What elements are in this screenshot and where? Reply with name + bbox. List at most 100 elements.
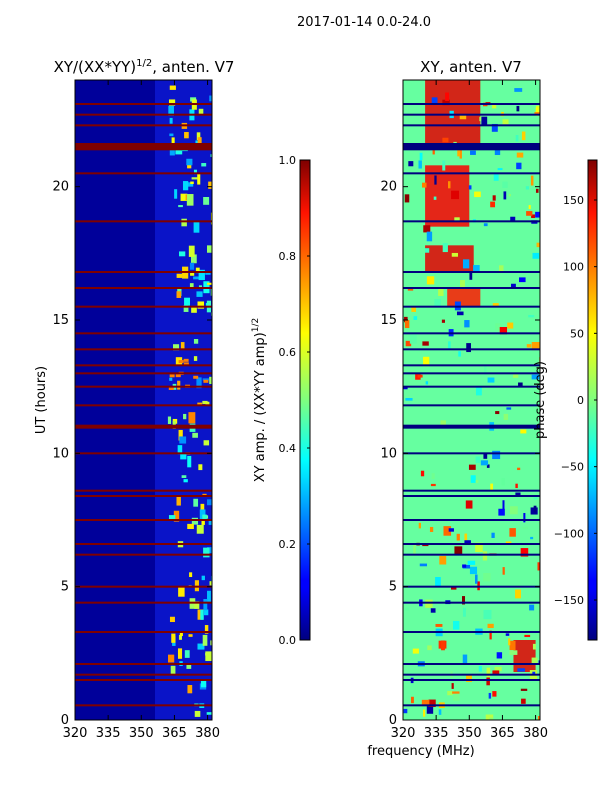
flag-band [75,103,212,105]
flag-band [75,679,212,681]
y-tick-label: 10 [52,446,69,461]
heatmap-cell [171,633,176,643]
heatmap-cell [526,344,532,348]
heatmap-cell [209,581,212,586]
heatmap-cell [179,632,183,637]
heatmap-cell [457,148,460,157]
heatmap-cell [451,586,457,590]
y-tick-label: 5 [389,580,397,595]
heatmap-cell-bright [175,374,181,378]
colorbar-tick-label: −50 [561,461,584,474]
heatmap-cell [177,648,183,659]
colorbar-tick-label: 0.0 [279,634,297,647]
heatmap-cell [501,477,505,486]
heatmap-cell [178,634,182,640]
heatmap-cell [179,436,187,444]
heatmap-cell [458,351,461,357]
heatmap-cell [520,548,529,557]
flag-band [75,220,212,223]
right-x-ticks: 320 335 350 365 380 [391,80,548,741]
flag-band [403,404,540,407]
heatmap-cell [489,717,493,720]
heatmap-cell [169,133,174,137]
flag-band [403,103,540,105]
heatmap-cell [205,401,210,405]
heatmap-cell [480,460,489,466]
heatmap-cell [532,671,536,675]
left-x-ticks: 320 335 350 365 380 [63,80,220,741]
heatmap-cell [170,665,176,676]
flag-band [75,601,212,604]
heatmap-cell [423,709,426,717]
heatmap-cell [434,299,441,307]
heatmap-cell [517,668,526,672]
heatmap-cell [502,567,505,575]
heatmap-cell [426,276,435,285]
heatmap-cell [483,453,488,459]
heatmap-cell [167,654,175,663]
heatmap-cell [537,716,540,720]
heatmap-cell [405,397,413,401]
heatmap-cell [190,271,195,276]
heatmap-cell [198,269,205,281]
left-panel-title: XY/(XX*YY)1/2, anten. V7 [54,58,235,76]
heatmap-cell [528,314,535,318]
flag-band [403,385,540,388]
heatmap-cell [419,563,428,567]
heatmap-cell [454,546,463,555]
x-tick-label: 350 [129,726,154,741]
colorbar-tick-label: 0.8 [279,250,297,263]
flag-band [403,305,540,308]
heatmap-cell [503,191,507,200]
heatmap-cell [475,479,479,483]
heatmap-cell [191,177,198,180]
heatmap-cell [186,158,193,166]
x-tick-label: 365 [162,726,187,741]
heatmap-cell [530,536,534,540]
heatmap-cell [427,645,432,651]
heatmap-cell [193,169,197,175]
colorbar-tick-label: 0.2 [279,538,297,551]
heatmap-cell [447,181,451,189]
y-tick-label: 10 [380,446,397,461]
heatmap-cell [487,623,494,629]
heatmap-cell [532,252,540,259]
heatmap-cell [452,620,460,630]
flag-band [403,348,540,351]
flag-band [75,663,212,665]
y-tick-label: 20 [380,180,397,195]
flag-band [403,663,540,665]
flag-band [75,673,212,676]
heatmap-cell [492,670,500,675]
heatmap-cell [443,526,452,536]
flag-band [75,452,212,455]
heatmap-cell [187,523,194,530]
heatmap-cell [491,123,498,132]
heatmap-cell [509,640,516,651]
heatmap-cell-bright [203,379,209,383]
flag-band [403,673,540,676]
left-title-superscript: 1/2 [136,58,152,69]
heatmap-cell [421,699,430,707]
heatmap-cell [200,609,204,620]
flag-band [403,679,540,681]
heatmap-cell [484,365,487,375]
flag-band-wide [403,424,540,429]
heatmap-cell [508,638,511,646]
heatmap-cell [515,589,521,599]
heatmap-cell [486,677,490,686]
colorbar-tick-label: 0.4 [279,442,297,455]
flag-band [75,271,212,273]
right-colorbar-label: phase (deg) [533,361,548,439]
heatmap-cell [525,186,530,190]
heatmap-cell [469,272,473,280]
heatmap-cell [492,195,496,201]
heatmap-cell [190,97,197,102]
heatmap-cell [430,483,436,487]
heatmap-cell [520,429,527,434]
heatmap-cell [196,132,201,141]
heatmap-cell [516,162,522,170]
left-y-ticks: 0 5 10 15 20 [52,180,212,728]
heatmap-cell [187,685,193,694]
